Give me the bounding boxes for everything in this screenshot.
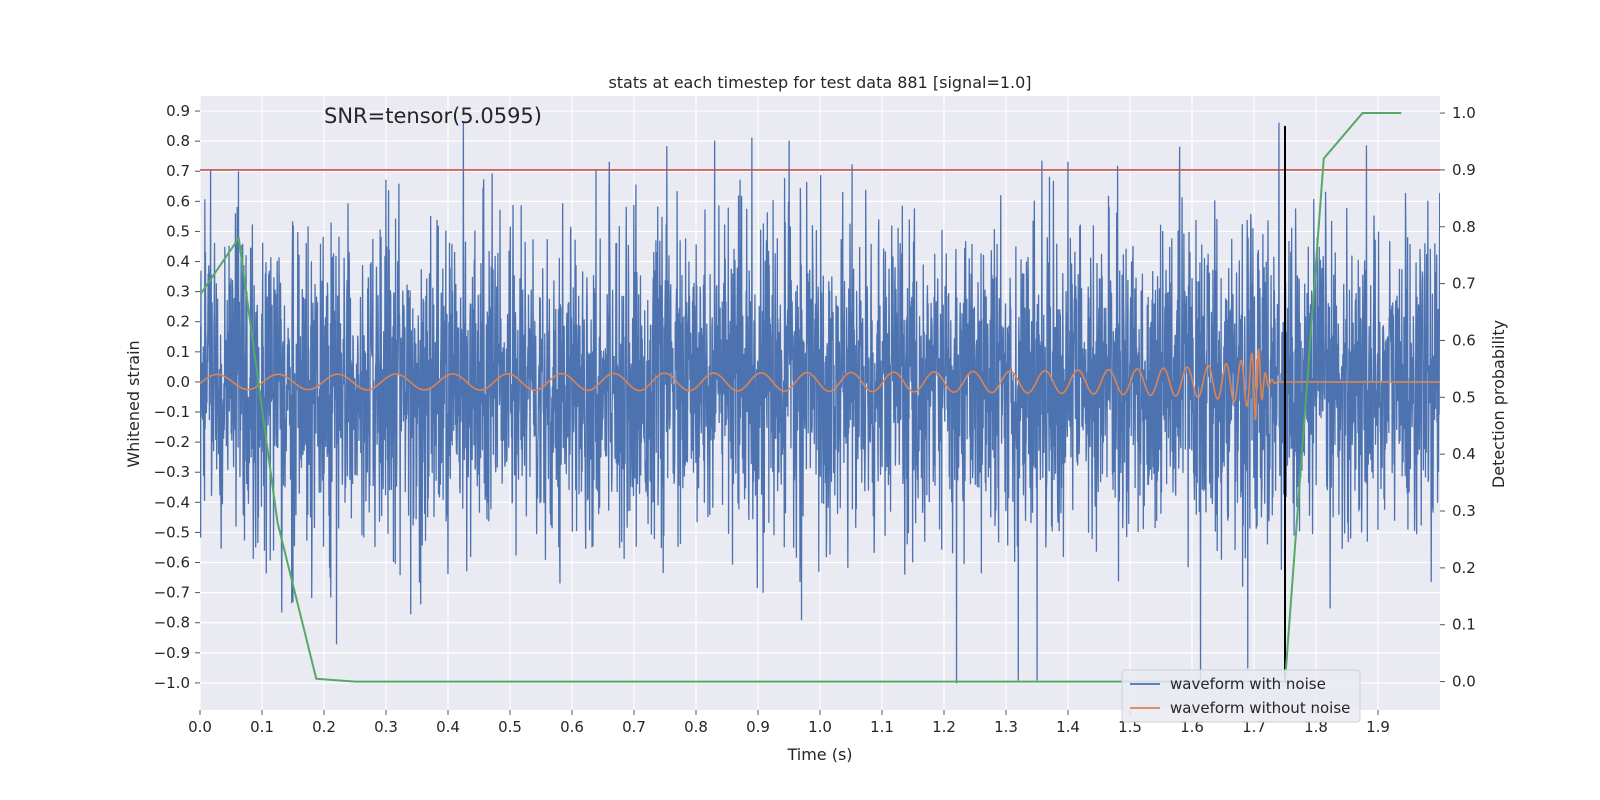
y-axis-label-right: Detection probability [1489, 320, 1508, 488]
legend: waveform with noise waveform without noi… [1121, 669, 1361, 723]
y-tick-label-left: −0.4 [154, 493, 190, 511]
x-tick-label: 0.2 [312, 718, 336, 736]
y-tick-label-right: 0.4 [1452, 445, 1476, 463]
x-tick-label: 0.1 [250, 718, 274, 736]
y-tick-label-left: 0.7 [166, 162, 190, 180]
x-tick-label: 0.5 [498, 718, 522, 736]
x-tick-label: 0.6 [560, 718, 584, 736]
y-tick-label-right: 0.7 [1452, 275, 1476, 293]
x-tick-label: 1.4 [1056, 718, 1080, 736]
y-tick-label-left: 0.0 [166, 373, 190, 391]
x-tick-label: 1.3 [994, 718, 1018, 736]
y-tick-label-right: 0.2 [1452, 559, 1476, 577]
snr-annotation: SNR=tensor(5.0595) [324, 104, 542, 128]
y-tick-label-left: −0.1 [154, 403, 190, 421]
y-tick-label-right: 0.5 [1452, 388, 1476, 406]
y-axis-label-left: Whitened strain [124, 340, 143, 467]
y-tick-label-left: −1.0 [154, 674, 190, 692]
y-tick-label-left: −0.6 [154, 554, 190, 572]
x-tick-label: 1.9 [1366, 718, 1390, 736]
legend-label-noise: waveform with noise [1170, 675, 1326, 693]
chart-title: stats at each timestep for test data 881… [608, 73, 1031, 92]
x-tick-label: 0.8 [684, 718, 708, 736]
y-tick-label-right: 0.1 [1452, 616, 1476, 634]
y-tick-label-left: −0.8 [154, 614, 190, 632]
y-tick-label-left: 0.8 [166, 132, 190, 150]
x-tick-label: 0.4 [436, 718, 460, 736]
y-tick-label-left: 0.1 [166, 343, 190, 361]
y-tick-label-left: −0.9 [154, 644, 190, 662]
y-tick-label-right: 0.9 [1452, 161, 1476, 179]
x-tick-label: 1.2 [932, 718, 956, 736]
y-tick-label-right: 0.3 [1452, 502, 1476, 520]
x-tick-label: 0.9 [746, 718, 770, 736]
legend-box [1121, 669, 1361, 723]
x-tick-label: 1.1 [870, 718, 894, 736]
y-tick-label-left: −0.7 [154, 584, 190, 602]
x-tick-label: 1.0 [808, 718, 832, 736]
x-tick-label: 0.7 [622, 718, 646, 736]
y-tick-label-left: 0.4 [166, 253, 190, 271]
series-waveform-with-noise [200, 122, 1440, 684]
y-tick-label-left: −0.5 [154, 523, 190, 541]
series-waveform-without-noise [200, 347, 1440, 421]
y-tick-label-left: −0.2 [154, 433, 190, 451]
y-tick-label-left: −0.3 [154, 463, 190, 481]
legend-label-clean: waveform without noise [1170, 699, 1350, 717]
y-tick-label-left: 0.2 [166, 313, 190, 331]
y-tick-label-right: 0.6 [1452, 331, 1476, 349]
y-tick-label-right: 1.0 [1452, 104, 1476, 122]
x-tick-label: 0.3 [374, 718, 398, 736]
y-tick-label-left: 0.9 [166, 102, 190, 120]
y-tick-label-right: 0.8 [1452, 218, 1476, 236]
y-tick-label-left: 0.6 [166, 192, 190, 210]
y-tick-label-right: 0.0 [1452, 673, 1476, 691]
x-tick-label: 0.0 [188, 718, 212, 736]
x-axis-label: Time (s) [786, 745, 852, 764]
y-tick-label-left: 0.3 [166, 283, 190, 301]
y-tick-label-left: 0.5 [166, 222, 190, 240]
